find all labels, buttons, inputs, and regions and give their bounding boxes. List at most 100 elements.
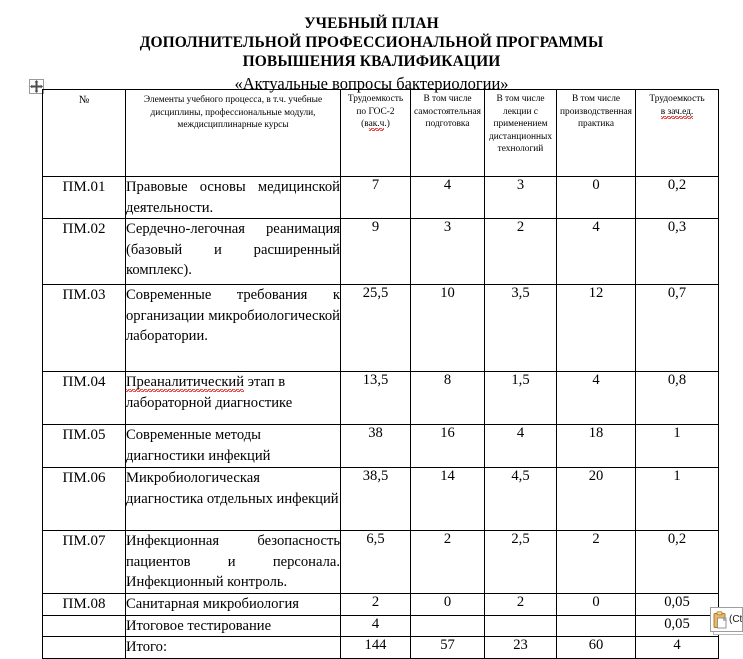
- row-code: ПМ.07: [42, 530, 126, 594]
- table-row[interactable]: Итоговое тестирование 4 0,05: [42, 614, 719, 637]
- row-zach: 0,7: [635, 284, 719, 372]
- paste-options-button[interactable]: (Ctrl): [710, 607, 743, 632]
- row-practice: 18: [556, 424, 636, 468]
- row-code: ПМ.02: [42, 218, 126, 285]
- row-dist: 4: [484, 424, 557, 468]
- row-dist: 1,5: [484, 371, 557, 425]
- header-zach-pre: Трудоемкость: [649, 94, 705, 104]
- paste-options-smarttag[interactable]: (Ctrl): [710, 607, 743, 637]
- total-gos: 144: [340, 636, 411, 659]
- paste-options-label: (Ctrl): [729, 614, 742, 625]
- row-practice: 0: [556, 593, 636, 616]
- row-gos: 38: [340, 424, 411, 468]
- header-gos-pre: Трудоемкост: [347, 94, 399, 104]
- row-zach: 1: [635, 424, 719, 468]
- row-self: 2: [410, 530, 485, 594]
- row-code: ПМ.08: [42, 593, 126, 616]
- row-name: Преаналитический этап в лабораторной диа…: [125, 371, 341, 425]
- row-self: 8: [410, 371, 485, 425]
- row-zach: 0,3: [635, 218, 719, 285]
- row-code: ПМ.01: [42, 176, 126, 219]
- row-practice: [556, 614, 636, 637]
- row-gos: 2: [340, 593, 411, 616]
- row-code: ПМ.05: [42, 424, 126, 468]
- title-line-2: ДОПОЛНИТЕЛЬНОЙ ПРОФЕССИОНАЛЬНОЙ ПРОГРАММ…: [139, 34, 604, 51]
- table-header-row: № Элементы учебного процесса, в т.ч. уче…: [42, 89, 719, 177]
- row-self: 0: [410, 593, 485, 616]
- row-dist: 3,5: [484, 284, 557, 372]
- row-name: Инфекционная безопасность пациентов и пе…: [125, 530, 341, 594]
- table-row[interactable]: ПМ.07 Инфекционная безопасность пациенто…: [42, 530, 719, 594]
- row-self: 3: [410, 218, 485, 285]
- row-gos: 4: [340, 614, 411, 637]
- table-row[interactable]: ПМ.05 Современные методы диагностики инф…: [42, 424, 719, 468]
- row-self: 14: [410, 467, 485, 531]
- total-code: [42, 636, 126, 659]
- row-self: [410, 614, 485, 637]
- header-gos-mid: ь по ГОС-2 (в: [356, 94, 404, 130]
- row-name-spellcheck: Преаналитический: [126, 374, 245, 392]
- row-practice: 20: [556, 467, 636, 531]
- row-dist: 4,5: [484, 467, 557, 531]
- row-zach: 0,05: [635, 593, 719, 616]
- row-practice: 4: [556, 218, 636, 285]
- row-gos: 9: [340, 218, 411, 285]
- row-gos: 38,5: [340, 467, 411, 531]
- header-cell-practice: В том числе производственная практика: [556, 89, 636, 177]
- row-zach: 1: [635, 467, 719, 531]
- row-zach: 0,8: [635, 371, 719, 425]
- row-name: Правовые основы медицинской деятельности…: [125, 176, 341, 219]
- header-cell-elements: Элементы учебного процесса, в т.ч. учебн…: [125, 89, 341, 177]
- header-gos-post: .): [384, 119, 390, 130]
- title-line-3: ПОВЫШЕНИЯ КВАЛИФИКАЦИИ: [242, 53, 501, 70]
- table-row[interactable]: ПМ.03 Современные требования к организац…: [42, 284, 719, 372]
- table-row-total[interactable]: Итого: 144 57 23 60 4: [42, 636, 719, 659]
- row-dist: 2: [484, 593, 557, 616]
- row-code: [42, 614, 126, 637]
- row-practice: 4: [556, 371, 636, 425]
- row-self: 10: [410, 284, 485, 372]
- row-zach: 0,05: [635, 614, 719, 637]
- row-practice: 2: [556, 530, 636, 594]
- table-row[interactable]: ПМ.01 Правовые основы медицинской деятел…: [42, 176, 719, 219]
- row-dist: 2,5: [484, 530, 557, 594]
- row-zach: 0,2: [635, 176, 719, 219]
- row-code: ПМ.06: [42, 467, 126, 531]
- row-dist: [484, 614, 557, 637]
- curriculum-table[interactable]: № Элементы учебного процесса, в т.ч. уче…: [42, 89, 719, 659]
- header-cell-self-study: В том числе самостоятельная подготовка: [410, 89, 485, 177]
- header-cell-credits: Трудоемкость в зач.ед.: [635, 89, 719, 177]
- document-subtitle: «Актуальные вопросы бактериологии»: [234, 74, 509, 93]
- row-self: 4: [410, 176, 485, 219]
- table-move-handle-icon[interactable]: [29, 79, 44, 94]
- row-practice: 12: [556, 284, 636, 372]
- header-gos-spellcheck: ак.ч: [368, 119, 385, 132]
- row-zach: 0,2: [635, 530, 719, 594]
- header-cell-distance-lectures: В том числе лекции с применением дистанц…: [484, 89, 557, 177]
- row-gos: 13,5: [340, 371, 411, 425]
- header-cell-number: №: [42, 89, 126, 177]
- total-practice: 60: [556, 636, 636, 659]
- row-dist: 3: [484, 176, 557, 219]
- row-gos: 25,5: [340, 284, 411, 372]
- row-gos: 7: [340, 176, 411, 219]
- row-self: 16: [410, 424, 485, 468]
- row-name: Итоговое тестирование: [125, 614, 341, 637]
- table-row[interactable]: ПМ.06 Микробиологическая диагностика отд…: [42, 467, 719, 531]
- row-name: Сердечно-легочная реанимация (базовый и …: [125, 218, 341, 285]
- row-code: ПМ.04: [42, 371, 126, 425]
- table-row[interactable]: ПМ.04 Преаналитический этап в лабораторн…: [42, 371, 719, 425]
- total-label: Итого:: [125, 636, 341, 659]
- row-name: Современные методы диагностики инфекций: [125, 424, 341, 468]
- row-name: Современные требования к организации мик…: [125, 284, 341, 372]
- row-dist: 2: [484, 218, 557, 285]
- document-title-block: УЧЕБНЫЙ ПЛАН ДОПОЛНИТЕЛЬНОЙ ПРОФЕССИОНАЛ…: [0, 14, 743, 95]
- total-dist: 23: [484, 636, 557, 659]
- total-zach: 4: [635, 636, 719, 659]
- title-line-1: УЧЕБНЫЙ ПЛАН: [304, 15, 439, 32]
- table-row[interactable]: ПМ.02 Сердечно-легочная реанимация (базо…: [42, 218, 719, 285]
- clipboard-icon: [713, 610, 728, 629]
- table-row[interactable]: ПМ.08 Санитарная микробиология 2 0 2 0 0…: [42, 593, 719, 616]
- header-cell-gos: Трудоемкость по ГОС-2 (вак.ч.): [340, 89, 411, 177]
- row-name: Микробиологическая диагностика отдельных…: [125, 467, 341, 531]
